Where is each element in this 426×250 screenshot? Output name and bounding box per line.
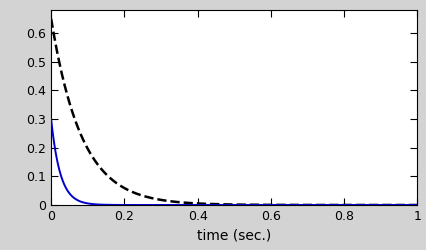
X-axis label: time (sec.): time (sec.) (197, 228, 271, 242)
